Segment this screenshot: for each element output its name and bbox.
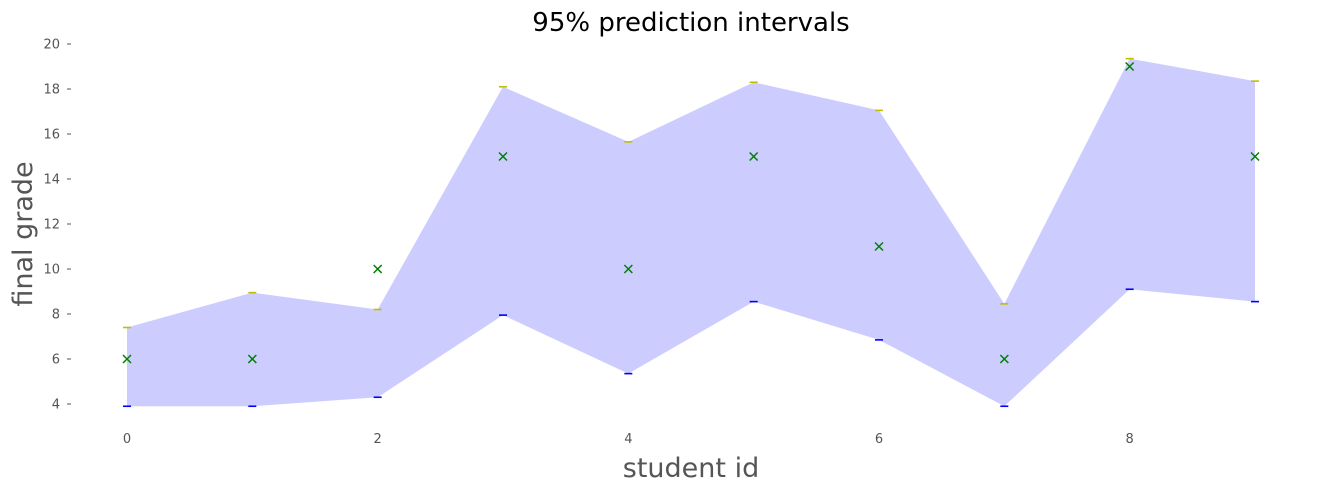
y-tick-label: 18 <box>43 83 60 98</box>
observed-point-0 <box>122 354 132 364</box>
observed-point-stroke <box>122 354 132 364</box>
x-tick-label: 4 <box>624 432 632 447</box>
observed-point-7 <box>999 354 1009 364</box>
prediction-interval-band <box>127 58 1255 407</box>
observed-point-2 <box>373 264 383 274</box>
observed-point-stroke <box>498 151 508 162</box>
x-tick-label: 2 <box>374 432 382 447</box>
interval-caps-layer <box>123 57 1259 408</box>
y-tick-label: 20 <box>43 38 60 53</box>
y-tick-label: 10 <box>43 263 60 278</box>
y-tick-label: 14 <box>43 173 60 188</box>
observed-markers-layer <box>122 61 1260 364</box>
observed-point-9 <box>1250 151 1260 162</box>
interval-band-layer <box>127 58 1255 407</box>
observed-point-stroke <box>874 241 884 252</box>
observed-point-3 <box>498 151 508 162</box>
observed-point-4 <box>623 264 633 274</box>
y-tick-label: 12 <box>43 218 60 233</box>
observed-point-stroke <box>247 354 257 364</box>
x-axis-label: student id <box>623 453 759 484</box>
observed-point-5 <box>749 151 759 162</box>
y-tick-label: 16 <box>43 128 60 143</box>
x-tick-label: 6 <box>875 432 883 447</box>
y-tick-label: 8 <box>52 308 60 323</box>
observed-point-stroke <box>623 264 633 274</box>
observed-point-stroke <box>373 264 383 274</box>
x-tick-label: 8 <box>1126 432 1134 447</box>
observed-point-stroke <box>749 151 759 162</box>
observed-point-1 <box>247 354 257 364</box>
observed-point-stroke <box>999 354 1009 364</box>
observed-point-6 <box>874 241 884 252</box>
observed-point-stroke <box>1250 151 1260 162</box>
x-tick-label: 0 <box>123 432 131 447</box>
y-tick-label: 4 <box>52 398 60 413</box>
y-axis-label: final grade <box>8 161 39 306</box>
x-axis-ticks: 0 2 4 6 8 <box>123 432 1134 447</box>
observed-point-stroke <box>1125 61 1135 72</box>
chart-title: 95% prediction intervals <box>532 8 849 38</box>
y-axis-ticks: 4 6 8 10 12 14 16 18 20 <box>43 38 71 413</box>
y-tick-label: 6 <box>52 353 60 368</box>
observed-point-8 <box>1125 61 1135 72</box>
